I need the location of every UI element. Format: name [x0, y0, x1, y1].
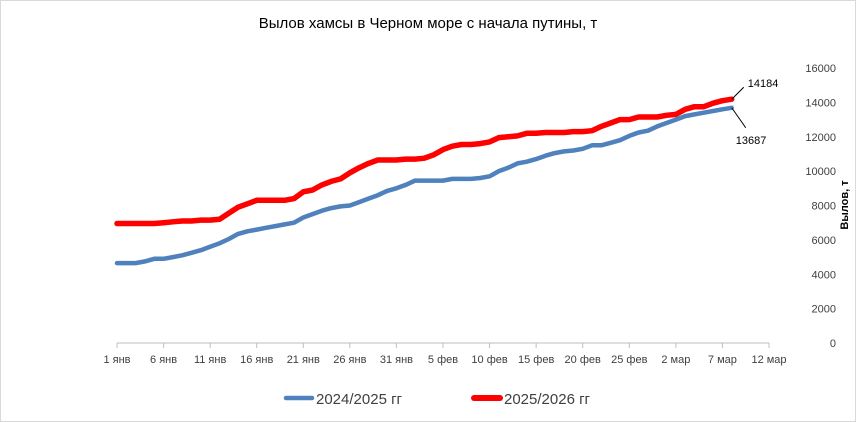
- legend-label-2: 2025/2026 гг: [504, 391, 591, 408]
- legend-label-1: 2024/2025 гг: [316, 391, 403, 408]
- x-tick-label: 7 мар: [708, 354, 737, 366]
- annotation-leader: [731, 86, 745, 100]
- y-tick-label: 2000: [812, 304, 836, 316]
- y-tick-label: 16000: [805, 63, 836, 75]
- y-axis-title: Вылов, т: [839, 180, 851, 230]
- data-label: 13687: [736, 135, 767, 147]
- y-tick-label: 8000: [812, 201, 836, 213]
- series-line-1: [114, 105, 734, 266]
- x-tick-label: 31 янв: [380, 354, 413, 366]
- x-tick-label: 5 фев: [428, 354, 458, 366]
- y-tick-label: 6000: [812, 235, 836, 247]
- x-tick-label: 25 фев: [611, 354, 647, 366]
- x-tick-label: 20 фев: [565, 354, 601, 366]
- x-tick-label: 2 мар: [661, 354, 690, 366]
- x-tick-label: 15 фев: [518, 354, 554, 366]
- y-axis: 0 2000 4000 6000 8000 10000 12000 14000 16000: [805, 63, 836, 350]
- series-line-2: [114, 96, 735, 227]
- y-tick-label: 10000: [805, 166, 836, 178]
- annotation-leader: [731, 107, 747, 129]
- x-tick-label: 12 мар: [751, 354, 786, 366]
- x-tick-label: 26 янв: [333, 354, 366, 366]
- data-label: 14184: [748, 78, 779, 90]
- legend: 2024/2025 гг 2025/2026 гг: [283, 391, 591, 408]
- x-tick-label: 10 фев: [471, 354, 507, 366]
- x-axis: 1 янв 6 янв 11 янв 16 янв 21 янв 26 янв 31 янв…: [103, 342, 787, 366]
- y-tick-label: 12000: [805, 132, 836, 144]
- y-tick-label: 0: [830, 338, 836, 350]
- y-tick-label: 4000: [812, 269, 836, 281]
- x-tick-label: 16 янв: [240, 354, 273, 366]
- x-tick-label: 6 янв: [150, 354, 177, 366]
- y-tick-label: 14000: [805, 97, 836, 109]
- series-layer: [114, 96, 735, 266]
- x-tick-label: 11 янв: [194, 354, 227, 366]
- x-tick-label: 1 янв: [103, 354, 130, 366]
- annotation-layer: 14184 13687: [731, 78, 779, 147]
- x-tick-label: 21 янв: [287, 354, 320, 366]
- chart-title: Вылов хамсы в Черном море с начала путин…: [259, 15, 598, 32]
